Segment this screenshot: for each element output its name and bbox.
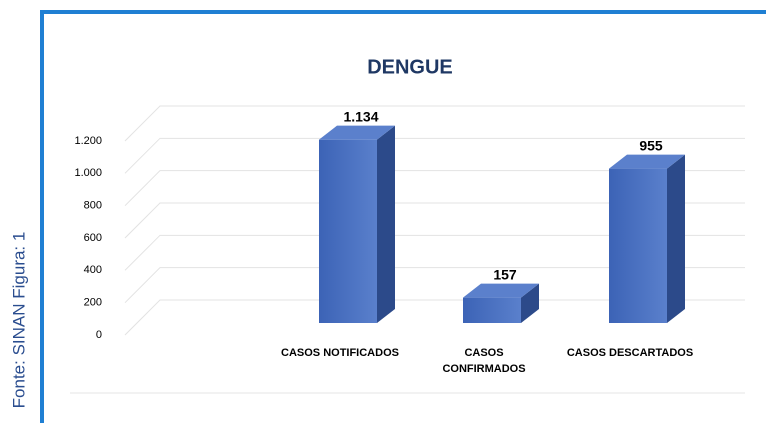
y-tick-label: 1.200 <box>74 135 102 147</box>
grid-line <box>124 137 745 174</box>
bar <box>463 297 521 323</box>
bar <box>609 168 667 323</box>
bar-side <box>377 125 395 323</box>
y-tick-label: 800 <box>84 200 102 212</box>
grid-line <box>124 299 745 336</box>
grid-line <box>124 234 745 271</box>
bar <box>319 139 377 323</box>
y-tick-label: 1.000 <box>74 167 102 179</box>
y-tick-label: 600 <box>84 232 102 244</box>
chart-title: DENGUE <box>367 56 453 78</box>
data-label: 1.134 <box>343 108 378 124</box>
bar-side <box>667 154 685 323</box>
bar-side <box>521 283 539 323</box>
grid-line <box>124 267 745 304</box>
frame-top <box>40 10 766 14</box>
x-tick-label: CASOS DESCARTADOS <box>566 347 694 359</box>
bar-top <box>463 283 539 298</box>
grid-line <box>124 170 745 207</box>
y-tick-label: 400 <box>84 264 102 276</box>
bar-top <box>609 154 685 169</box>
grid-line <box>124 202 745 239</box>
y-tick-label: 200 <box>84 297 102 309</box>
data-label: 157 <box>493 266 517 282</box>
bar-top <box>319 125 395 140</box>
y-tick-label: 0 <box>96 329 102 341</box>
x-tick-label: CASOS NOTIFICADOS <box>281 347 399 359</box>
source-note: Fonte: SINAN Figura: 1 <box>9 232 28 409</box>
x-tick-label: CASOS CONFIRMADOS <box>442 347 526 375</box>
grid-line <box>124 105 745 142</box>
data-label: 955 <box>639 137 663 153</box>
frame-left <box>40 10 44 423</box>
